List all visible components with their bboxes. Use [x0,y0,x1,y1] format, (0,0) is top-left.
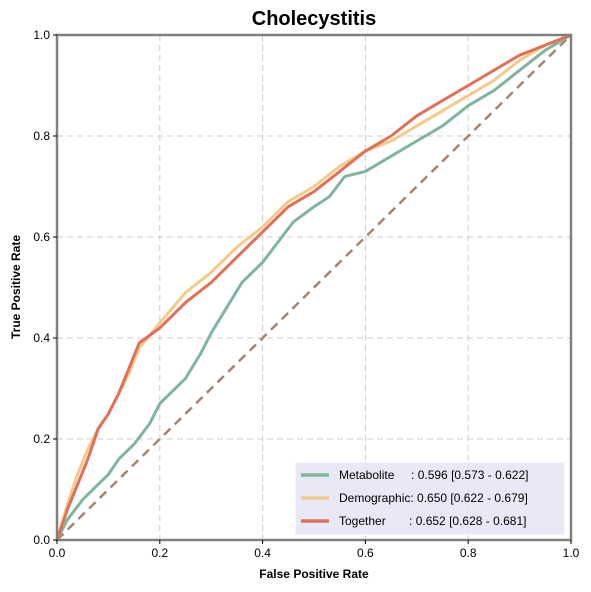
x-tick-label: 1.0 [563,546,580,560]
y-tick-label: 1.0 [33,28,50,42]
series-line-together [55,33,572,541]
y-tick-label: 0.2 [33,432,50,446]
x-tick-label: 0.0 [49,546,66,560]
chance-diagonal-line [56,34,572,541]
x-axis-label: False Positive Rate [259,567,369,581]
legend-label: Together : 0.652 [0.628 - 0.681] [339,514,526,528]
y-tick-label: 0.8 [33,129,50,143]
legend-box [294,461,566,536]
x-tick-label: 0.2 [151,546,168,560]
plot-frame [55,33,573,542]
x-tick-label: 0.8 [460,546,477,560]
y-tick-label: 0.0 [33,533,50,547]
legend-label: Demographic: 0.650 [0.622 - 0.679] [339,491,528,505]
y-tick-label: 0.6 [33,230,50,244]
x-tick-label: 0.6 [357,546,374,560]
y-axis-label: True Positive Rate [9,235,23,339]
ticks: 0.0 0.2 0.4 0.6 0.8 1.0 0.0 0.2 0.4 0.6 0.8 1.0 [33,28,579,560]
legend: Metabolite : 0.596 [0.573 - 0.622] Demogr… [294,461,566,536]
y-tick-label: 0.4 [33,331,50,345]
chance-line-layer [56,34,572,541]
grid [57,35,571,540]
legend-label: Metabolite : 0.596 [0.573 - 0.622] [339,468,528,482]
series-line-metabolite [55,33,572,541]
x-tick-label: 0.4 [254,546,271,560]
series-layer [55,33,572,541]
chart-title: Cholecystitis [252,8,376,30]
